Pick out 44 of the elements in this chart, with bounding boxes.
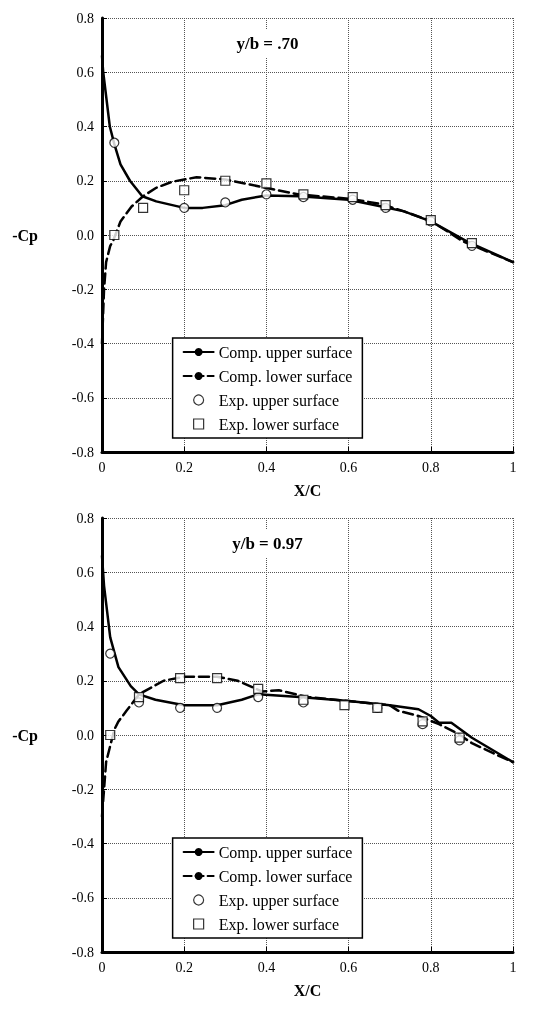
legend-label: Comp. upper surface	[218, 343, 353, 362]
y-tick-label: -0.8	[71, 444, 94, 460]
x-tick-label: 1	[509, 459, 517, 475]
y-tick-label: 0.8	[76, 10, 94, 26]
x-tick-label: 0.2	[175, 459, 193, 475]
legend-label: Comp. lower surface	[218, 367, 353, 386]
legend-label: Exp. lower surface	[218, 915, 340, 934]
x-tick-label: 0.4	[257, 959, 276, 975]
y-tick-label: 0.6	[76, 564, 94, 580]
x-tick-label: 0	[98, 459, 106, 475]
x-tick-label: 0.2	[175, 959, 193, 975]
x-tick-label: 0	[98, 959, 106, 975]
x-tick-label: 0.4	[257, 459, 276, 475]
y-tick-label: 0.0	[76, 227, 94, 243]
x-tick-label: 0.8	[422, 959, 440, 975]
y-tick-label: -0.4	[71, 836, 94, 851]
x-axis-title: X/C	[293, 981, 322, 999]
y-tick-label: -0.2	[71, 281, 94, 297]
y-tick-label: 0.8	[76, 510, 94, 526]
y-tick-label: -0.2	[71, 781, 94, 797]
y-tick-label: -0.6	[71, 890, 94, 906]
x-axis-title: X/C	[293, 481, 322, 499]
text: y/b = 0.97	[232, 534, 304, 553]
x-tick-label: 0.8	[422, 459, 440, 475]
legend-label: Comp. lower surface	[218, 867, 353, 886]
text: y/b = .70	[236, 34, 299, 53]
legend-label: Comp. upper surface	[218, 843, 353, 862]
y-tick-label: -0.6	[71, 390, 94, 406]
y-tick-label: 0.0	[76, 727, 94, 743]
y-tick-label: 0.4	[76, 619, 94, 634]
y-tick-label: 0.2	[76, 173, 94, 189]
y-tick-label: -0.8	[71, 944, 94, 960]
y-tick-label: 0.4	[76, 119, 94, 134]
x-tick-label: 0.6	[339, 959, 358, 975]
legend-label: Exp. upper surface	[218, 891, 340, 910]
y-tick-label: 0.6	[76, 64, 94, 80]
legend-label: Exp. upper surface	[218, 391, 340, 410]
y-axis-title: -Cp	[12, 726, 39, 745]
x-tick-label: 1	[509, 959, 517, 975]
x-tick-label: 0.6	[339, 459, 358, 475]
legend-label: Exp. lower surface	[218, 415, 340, 434]
y-tick-label: -0.4	[71, 336, 94, 351]
y-tick-label: 0.2	[76, 673, 94, 689]
y-axis-title: -Cp	[12, 226, 39, 245]
